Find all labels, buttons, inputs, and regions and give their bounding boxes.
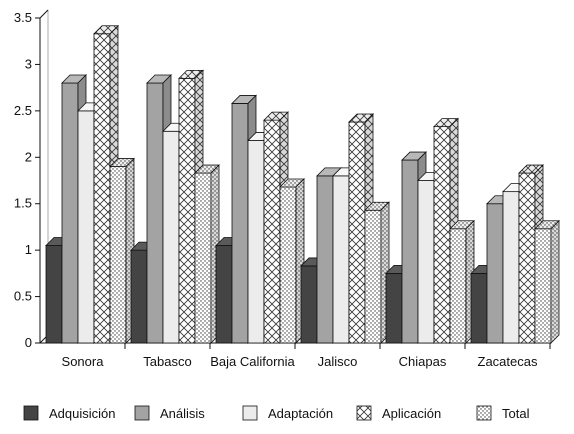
legend-swatch	[134, 405, 150, 421]
bar-front	[364, 209, 382, 344]
bar-front	[449, 228, 467, 344]
bars	[45, 24, 560, 344]
bar-front	[316, 175, 334, 344]
legend-swatch	[23, 405, 39, 421]
y-tick-label: 0	[25, 335, 32, 350]
y-tick-label: 2	[25, 149, 32, 164]
bar-front	[61, 82, 79, 344]
legend-label: Total	[502, 406, 530, 421]
x-category-label: Chiapas	[399, 354, 447, 369]
legend-item: Adaptación	[242, 405, 333, 421]
bar-front	[279, 186, 297, 344]
legend: Adquisición Análisis Adaptación Aplicación T…	[23, 405, 530, 421]
legend-item: Análisis	[134, 405, 205, 421]
bar-front	[470, 272, 488, 344]
wall-top-edge	[39, 9, 49, 19]
bar-side	[550, 219, 560, 344]
bar-front	[109, 166, 127, 344]
x-category-label: Zacatecas	[478, 354, 538, 369]
legend-label: Adquisición	[49, 406, 116, 421]
bar-front	[534, 228, 552, 344]
bar-front	[130, 249, 148, 344]
y-tick-label: 3	[25, 56, 32, 71]
bar-front	[77, 110, 95, 344]
bar-front	[433, 126, 451, 344]
bar-front	[300, 265, 318, 344]
legend-swatch	[476, 405, 492, 421]
bar-front	[385, 272, 403, 344]
bar-front	[178, 77, 196, 344]
bar	[279, 178, 305, 344]
legend-swatch	[242, 405, 258, 421]
legend-item: Total	[476, 405, 530, 421]
legend-item: Aplicación	[356, 405, 441, 421]
y-tick-label: 3.5	[14, 10, 32, 25]
bar-front	[502, 191, 520, 344]
bar-front	[215, 245, 233, 344]
y-tick-label: 0.5	[14, 289, 32, 304]
bar	[534, 219, 560, 344]
axis-labels: 0 0.5 1 1.5 2 2.5 3 3.5 Sonora Tabasco Baja Califo…	[14, 10, 538, 369]
bar-front	[45, 245, 63, 344]
bar-front	[401, 159, 419, 344]
legend-label: Análisis	[160, 406, 205, 421]
bar-front	[486, 203, 504, 344]
bar	[194, 164, 220, 344]
y-tick-label: 2.5	[14, 103, 32, 118]
bar-front	[332, 175, 350, 344]
legend-label: Aplicación	[382, 406, 441, 421]
y-tick-label: 1.5	[14, 196, 32, 211]
bar	[364, 201, 390, 344]
bar-front	[263, 119, 281, 344]
bar-front	[162, 130, 180, 344]
legend-item: Adquisición	[23, 405, 116, 421]
x-category-label: Baja California	[210, 354, 295, 369]
y-tick-label: 1	[25, 242, 32, 257]
bar	[449, 219, 475, 344]
bar-front	[247, 140, 265, 344]
bar-front	[518, 172, 536, 344]
x-category-label: Sonora	[62, 354, 105, 369]
x-category-label: Jalisco	[318, 354, 358, 369]
bar-front	[417, 180, 435, 344]
x-category-label: Tabasco	[143, 354, 191, 369]
legend-label: Adaptación	[268, 406, 333, 421]
legend-swatch	[356, 405, 372, 421]
bar-front	[231, 103, 249, 344]
bar-front	[194, 172, 212, 344]
bar-front	[93, 33, 111, 344]
bar-front	[146, 82, 164, 344]
bar-front	[348, 121, 366, 344]
bar	[109, 157, 135, 344]
